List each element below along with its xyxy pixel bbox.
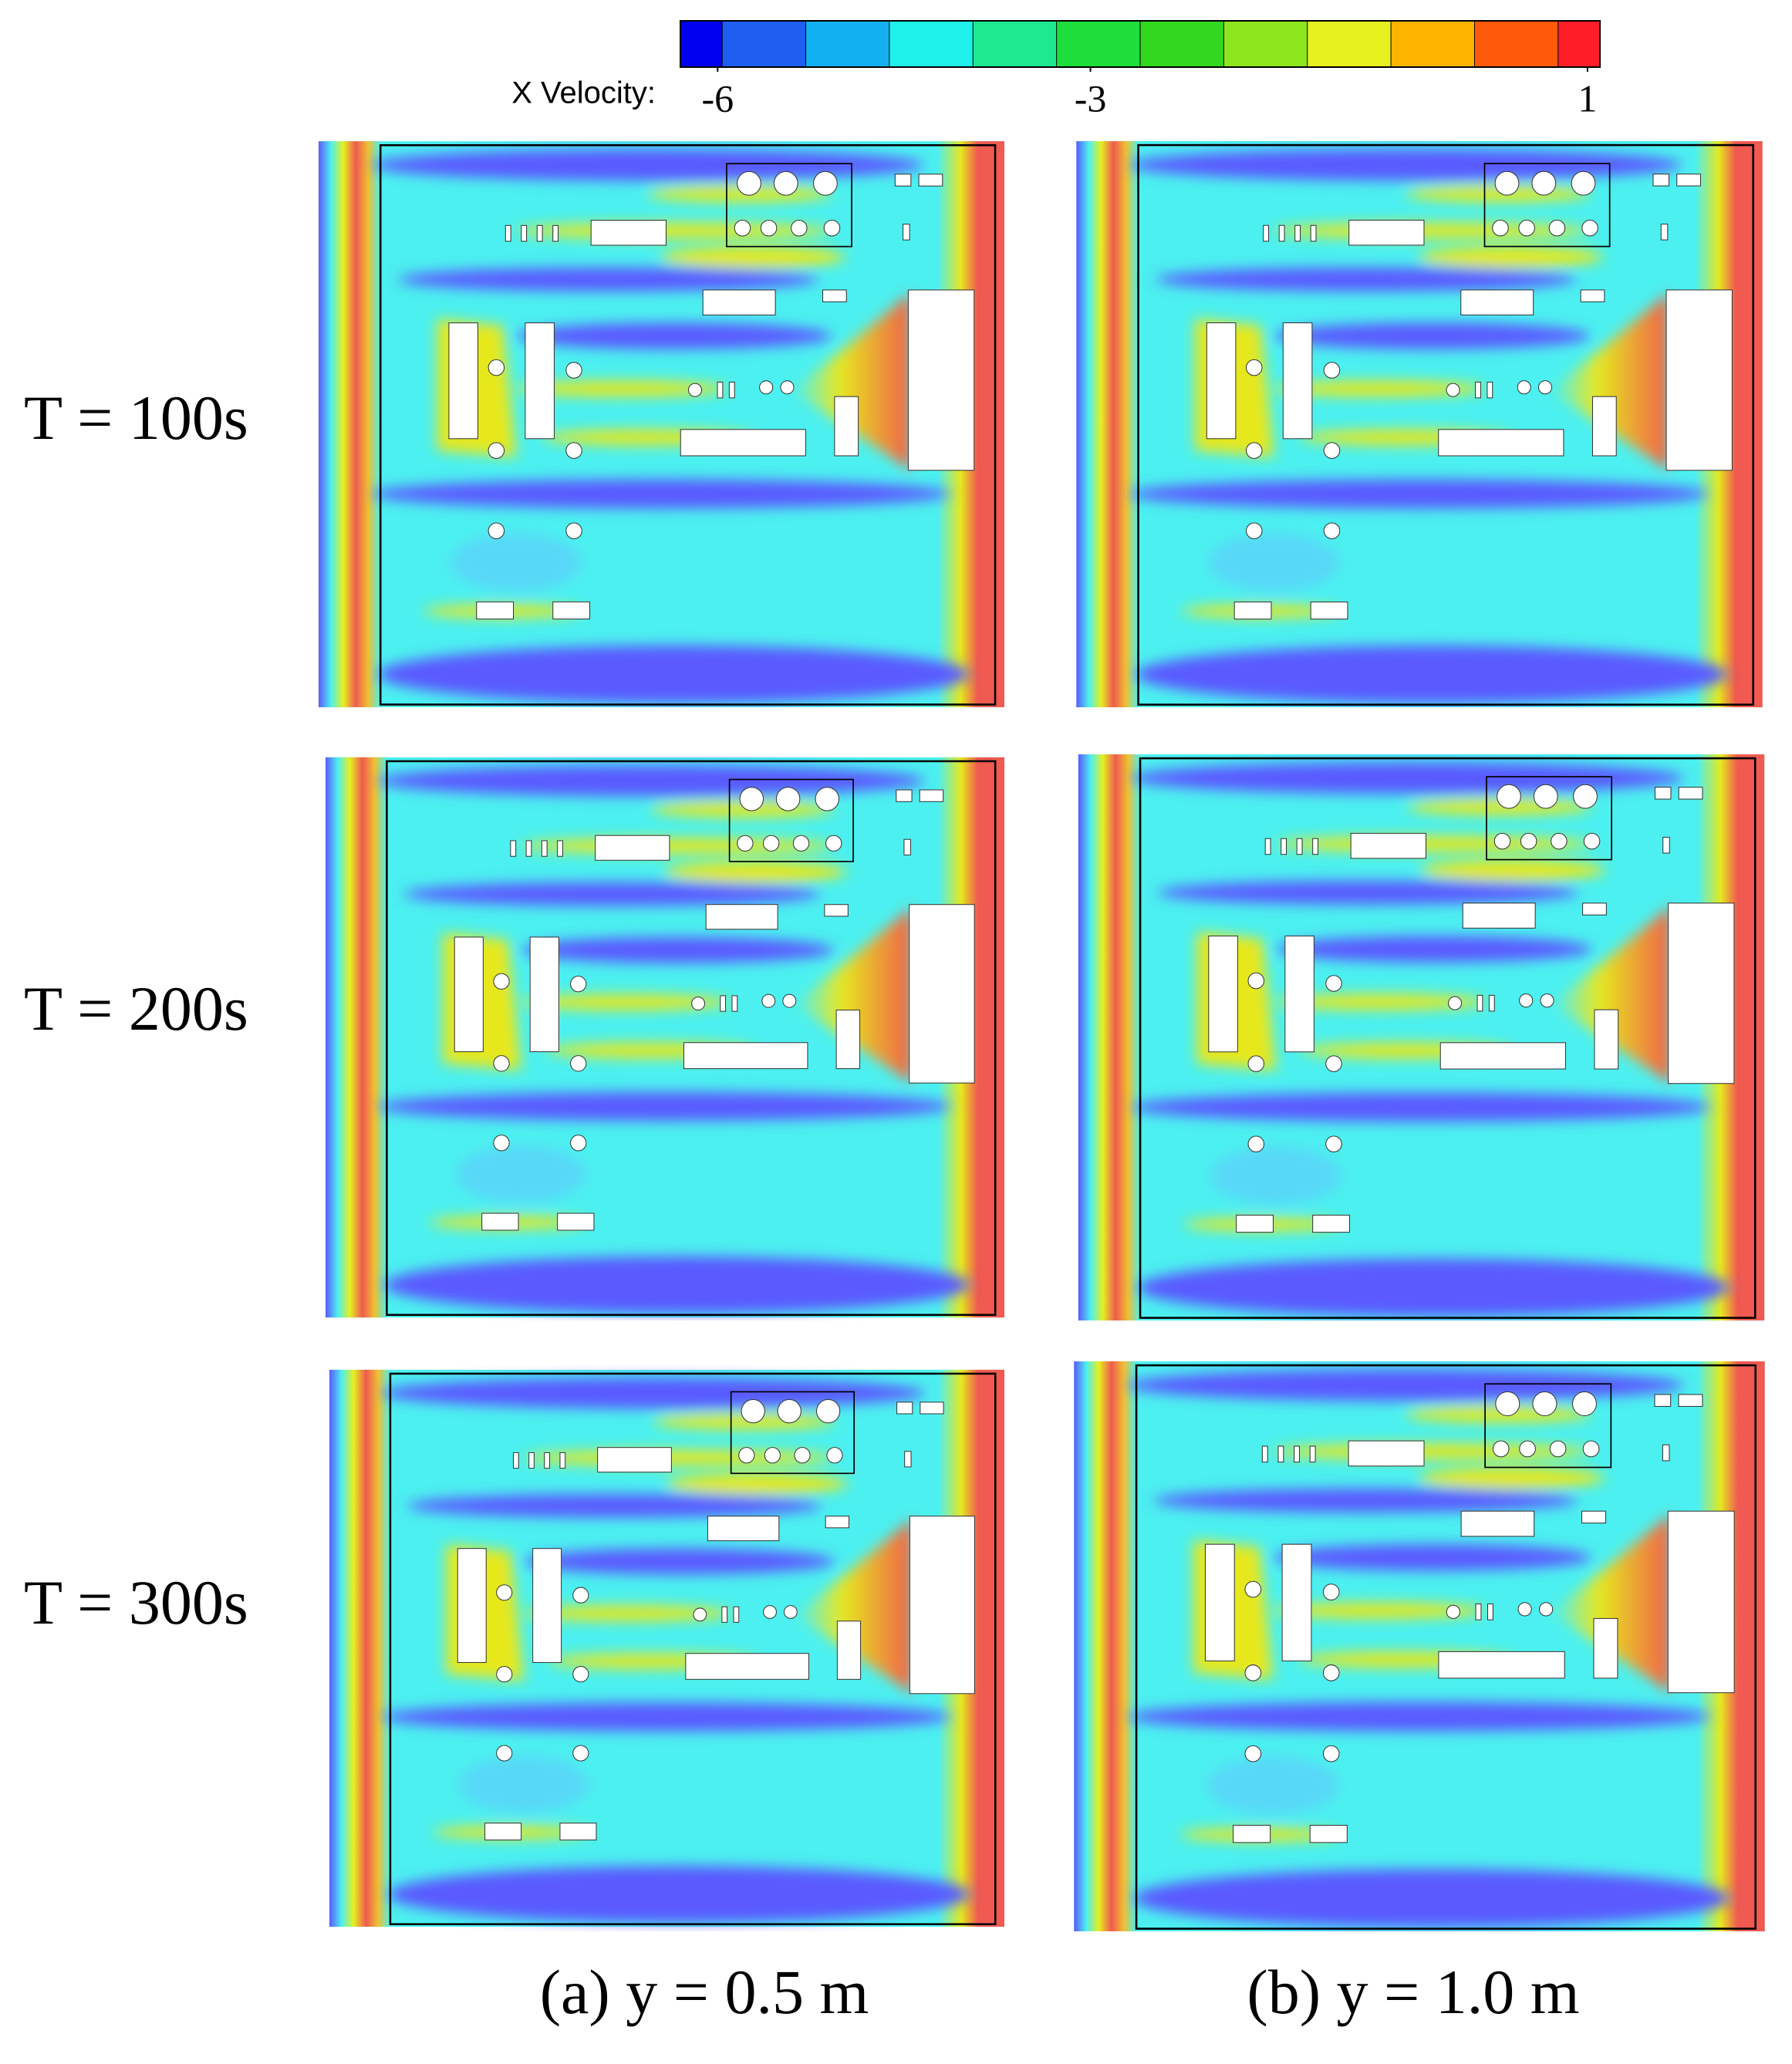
colorbar-swatch <box>1473 20 1559 68</box>
panels <box>319 141 1765 1931</box>
contour-panel <box>329 1370 1004 1927</box>
colorbar-swatch <box>889 20 974 68</box>
colorbar-swatch <box>1056 20 1141 68</box>
row-label: T = 100s <box>24 383 248 453</box>
contour-panel <box>1076 141 1762 707</box>
contour-panel <box>1074 1361 1764 1931</box>
row-label: T = 300s <box>24 1567 248 1637</box>
column-label: (a) y = 0.5 m <box>540 1957 869 2027</box>
colorbar-swatch <box>1223 20 1308 68</box>
colorbar: -6 -3 1 <box>680 20 1601 120</box>
colorbar-frame <box>680 20 1601 68</box>
colorbar-swatch <box>972 20 1058 68</box>
colorbar-tick-label: -6 <box>701 76 734 120</box>
colorbar-tick-label: 1 <box>1578 76 1597 120</box>
colorbar-swatch <box>721 20 807 68</box>
contour-panel <box>326 757 1004 1317</box>
contour-panel <box>319 141 1004 707</box>
colorbar-swatch <box>1390 20 1476 68</box>
colorbar-swatch <box>1557 20 1601 68</box>
colorbar-swatch <box>805 20 890 68</box>
row-label: T = 200s <box>24 973 248 1044</box>
colorbar-tick-label: -3 <box>1075 76 1107 120</box>
column-label: (b) y = 1.0 m <box>1247 1957 1579 2027</box>
colorbar-swatch <box>1139 20 1225 68</box>
colorbar-label: X Velocity: <box>511 76 656 110</box>
colorbar-swatch <box>1307 20 1392 68</box>
contour-panel <box>1078 754 1764 1320</box>
colorbar-swatch <box>680 20 724 68</box>
